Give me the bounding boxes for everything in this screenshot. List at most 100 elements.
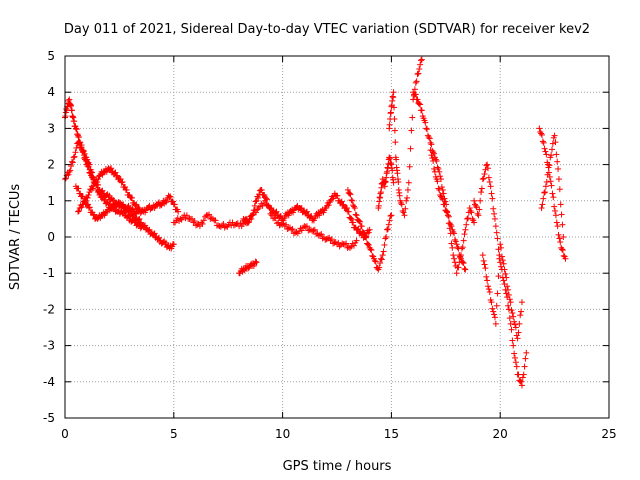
data-point <box>462 266 469 273</box>
data-point <box>268 205 275 212</box>
data-point <box>393 156 400 163</box>
data-point <box>390 89 397 96</box>
data-point <box>206 211 213 218</box>
data-point <box>325 202 332 209</box>
data-point <box>412 91 419 98</box>
data-point <box>344 186 351 193</box>
data-point <box>548 152 555 159</box>
data-point <box>555 165 562 172</box>
y-tick-label: -3 <box>43 339 55 353</box>
data-point <box>170 241 177 248</box>
data-point <box>494 235 501 242</box>
data-point <box>315 232 322 239</box>
data-point <box>543 151 550 158</box>
data-point <box>255 194 262 201</box>
series-track-i <box>375 154 397 212</box>
data-point <box>340 201 347 208</box>
data-point <box>90 212 97 219</box>
data-point <box>125 208 132 215</box>
data-point <box>86 204 93 211</box>
data-point <box>506 315 513 322</box>
data-point <box>217 223 224 230</box>
data-point <box>303 209 310 216</box>
data-point <box>467 207 474 214</box>
data-point <box>400 209 407 216</box>
data-point <box>431 168 438 175</box>
data-point <box>296 228 303 235</box>
data-point <box>387 213 394 220</box>
data-point <box>520 371 527 378</box>
data-point <box>497 241 504 248</box>
data-point <box>376 264 383 271</box>
data-point <box>70 154 77 161</box>
data-point <box>326 234 333 241</box>
data-point <box>394 170 401 177</box>
data-point <box>85 192 92 199</box>
data-point <box>489 195 496 202</box>
data-point <box>517 312 524 319</box>
data-point <box>451 230 458 237</box>
data-point <box>507 320 514 327</box>
data-point <box>492 223 499 230</box>
data-point <box>469 215 476 222</box>
data-point <box>478 185 485 192</box>
data-point <box>507 299 514 306</box>
data-point <box>517 378 524 385</box>
grid <box>65 56 609 418</box>
data-point <box>506 296 513 303</box>
data-point <box>427 139 434 146</box>
series-track-j <box>386 56 425 219</box>
data-point <box>384 226 391 233</box>
data-point <box>508 307 515 314</box>
data-points <box>62 56 569 389</box>
data-point <box>84 163 91 170</box>
data-point <box>557 201 564 208</box>
data-point <box>415 70 422 77</box>
series-track-k <box>410 89 478 277</box>
data-point <box>493 302 500 309</box>
data-point <box>258 186 265 193</box>
data-point <box>120 205 127 212</box>
data-point <box>344 205 351 212</box>
data-point <box>434 178 441 185</box>
data-point <box>313 231 320 238</box>
data-point <box>75 139 82 146</box>
series-track-g <box>236 258 260 277</box>
data-point <box>424 126 431 133</box>
data-point <box>142 222 149 229</box>
data-point <box>387 155 394 162</box>
data-point <box>492 320 499 327</box>
data-point <box>402 205 409 212</box>
data-point <box>455 264 462 271</box>
data-point <box>386 217 393 224</box>
data-point <box>387 109 394 116</box>
plot-frame <box>64 55 610 419</box>
data-point <box>285 225 292 232</box>
data-point <box>536 125 543 132</box>
data-point <box>327 237 334 244</box>
data-point <box>515 371 522 378</box>
data-point <box>385 221 392 228</box>
data-point <box>91 211 98 218</box>
data-point <box>362 234 369 240</box>
data-point <box>549 190 556 197</box>
data-point <box>556 235 563 242</box>
data-point <box>256 203 263 210</box>
data-point <box>150 231 157 238</box>
data-point <box>460 237 467 244</box>
data-point <box>133 201 140 208</box>
data-point <box>425 134 432 141</box>
data-point <box>474 210 481 217</box>
data-point <box>259 202 266 209</box>
data-point <box>401 212 408 219</box>
data-point <box>319 235 326 242</box>
data-point <box>428 152 435 159</box>
data-point <box>398 201 405 208</box>
data-point <box>491 210 498 217</box>
data-point <box>371 257 378 264</box>
data-point <box>471 219 478 226</box>
data-point <box>390 94 397 101</box>
data-point <box>177 215 184 222</box>
data-point <box>456 252 463 259</box>
data-point <box>539 138 546 145</box>
